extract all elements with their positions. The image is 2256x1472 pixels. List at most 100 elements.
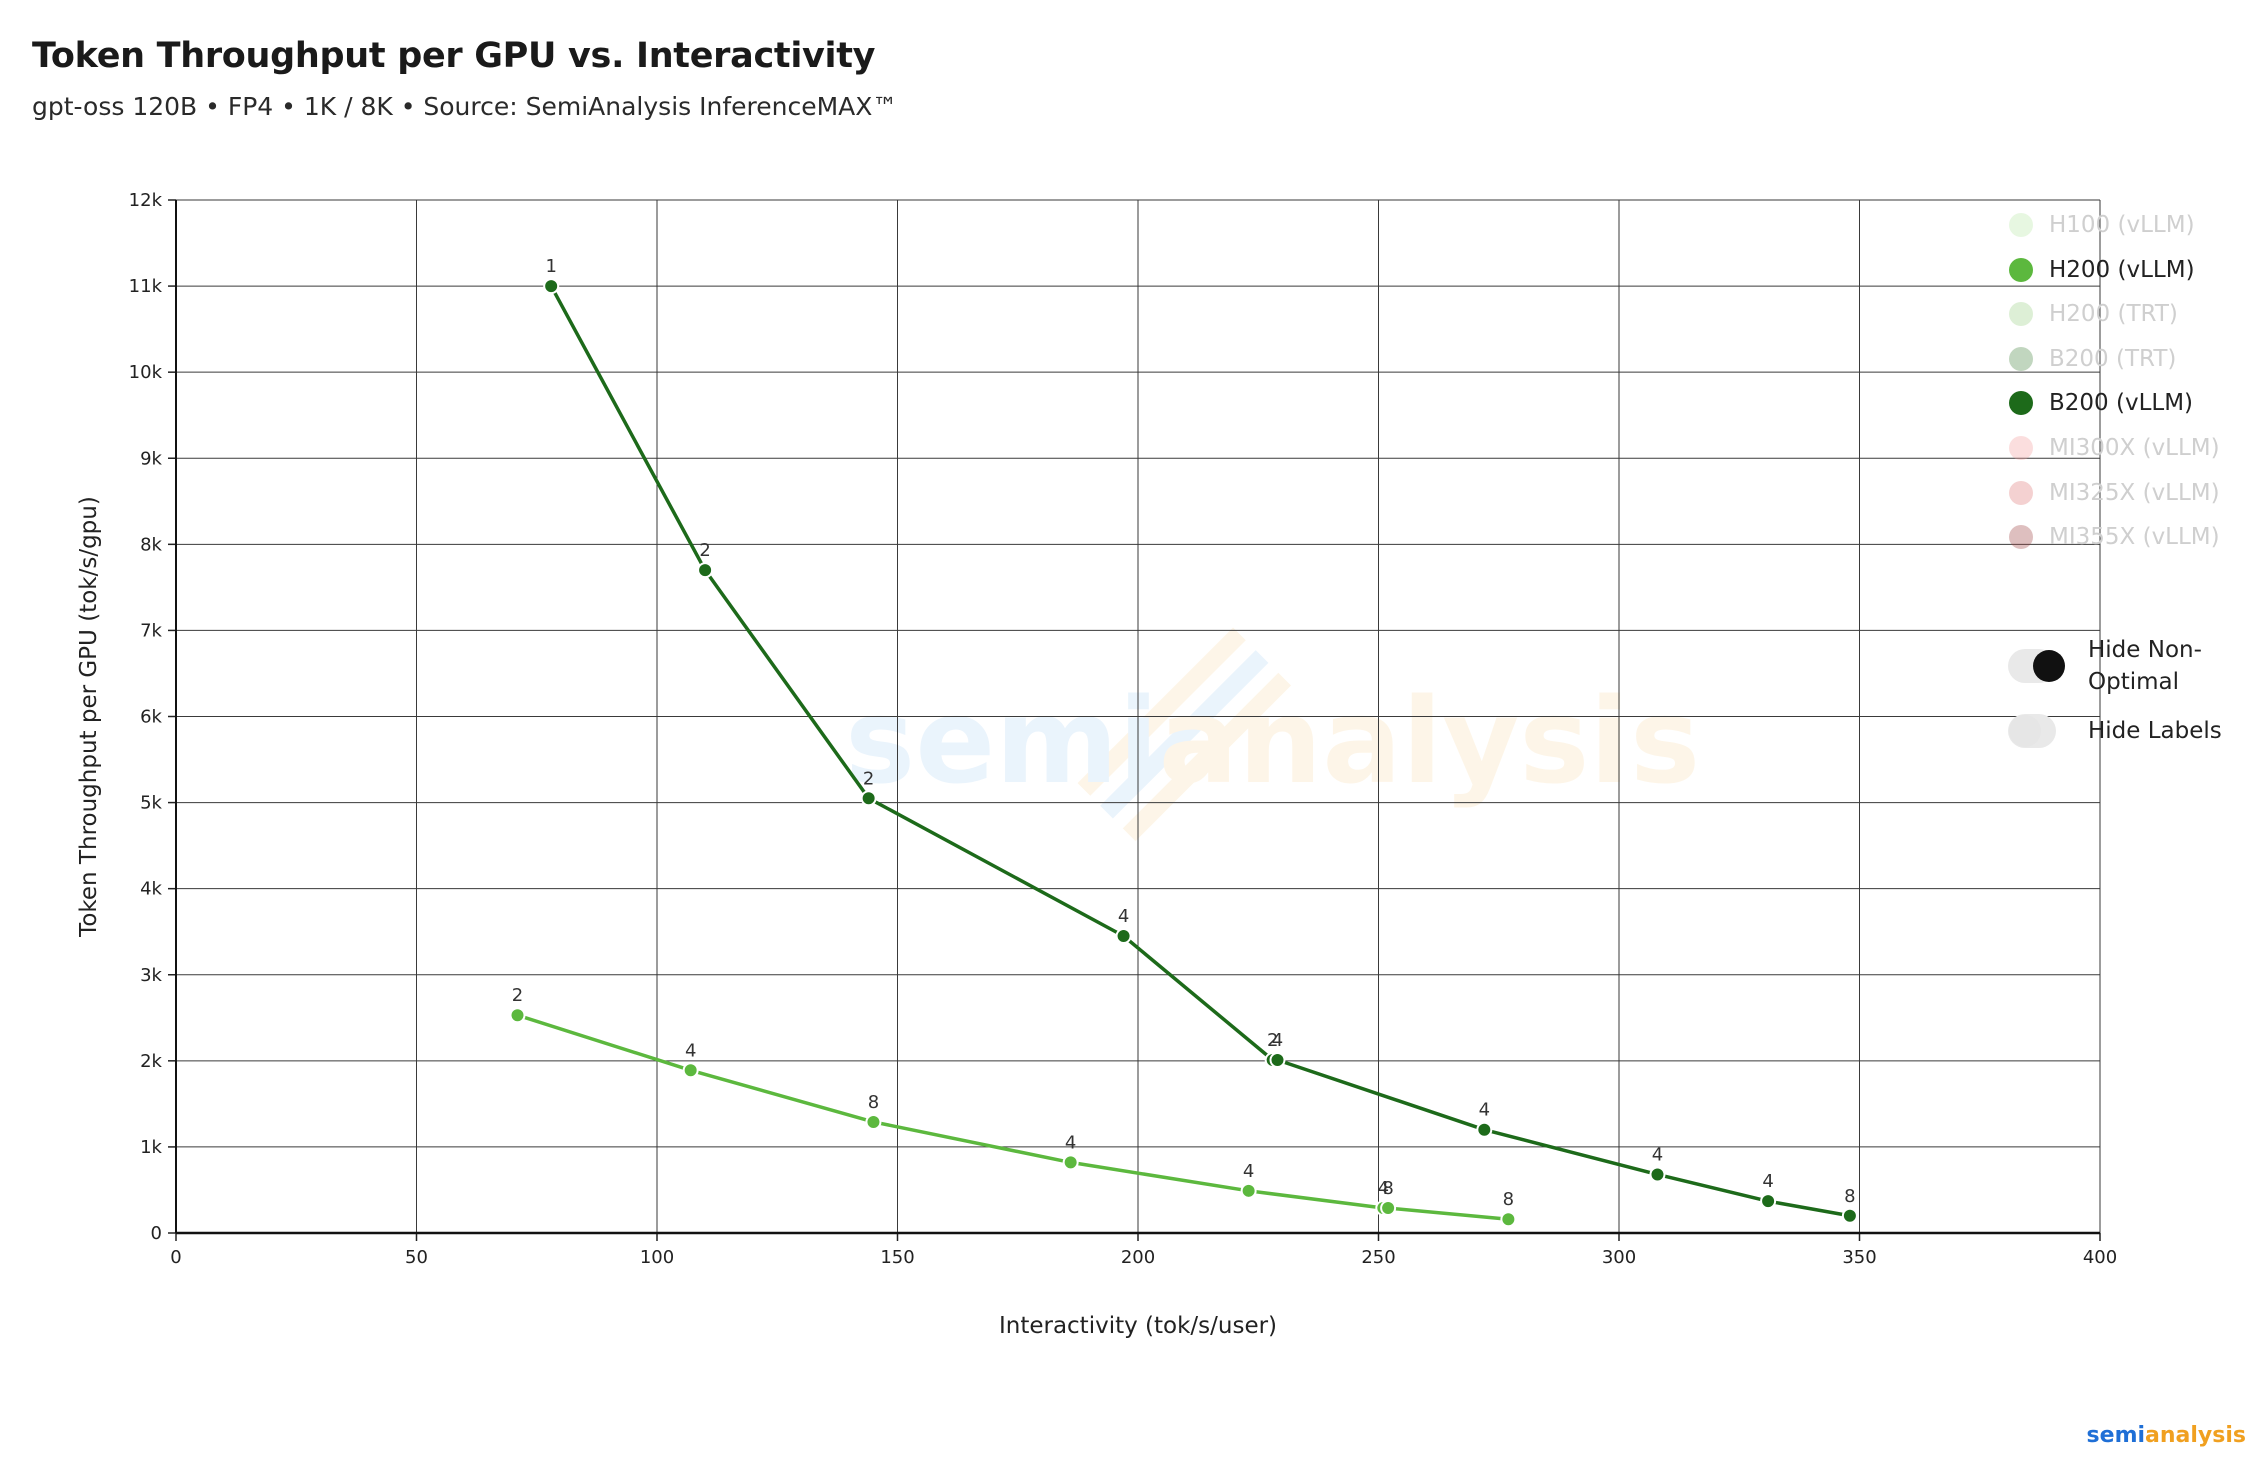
y-tick-label: 12k (129, 190, 163, 211)
data-label: 2 (512, 985, 523, 1006)
data-label: 8 (1503, 1189, 1514, 1210)
x-tick-label: 350 (1842, 1247, 1876, 1268)
toggle-knob (2009, 715, 2041, 747)
x-tick-label: 200 (1121, 1247, 1155, 1268)
chart-title: Token Throughput per GPU vs. Interactivi… (32, 36, 876, 76)
y-tick-label: 9k (140, 448, 162, 469)
data-label: 4 (1272, 1030, 1283, 1051)
y-tick-label: 10k (129, 362, 163, 383)
toggle-label: Hide Labels (2088, 718, 2222, 744)
data-label: 4 (1479, 1100, 1490, 1121)
data-label: 4 (1762, 1171, 1773, 1192)
data-point[interactable] (1649, 1166, 1666, 1183)
data-point[interactable] (682, 1062, 699, 1079)
data-point[interactable] (1476, 1121, 1493, 1138)
data-label: 2 (699, 540, 710, 561)
y-tick-label: 0 (151, 1223, 162, 1244)
legend-item[interactable]: MI355X (vLLM) (2009, 524, 2220, 550)
data-label: 4 (1118, 906, 1129, 927)
legend-item[interactable]: MI300X (vLLM) (2009, 435, 2220, 461)
svg-text:semianalysis: semianalysis (845, 672, 1700, 810)
data-point[interactable] (865, 1113, 882, 1130)
toggle-switch[interactable] (2008, 649, 2065, 683)
data-point[interactable] (1062, 1154, 1079, 1171)
data-point[interactable] (1269, 1051, 1286, 1068)
data-label: 4 (685, 1040, 696, 1061)
legend-swatch-icon (2009, 346, 2033, 371)
axes: 0 50 100 150 200 250 300 350 400 0 1k 2k 3k 4k 5k 6k 7k 8… (76, 190, 2117, 1339)
x-tick-label: 400 (2083, 1247, 2117, 1268)
data-label: 4 (1065, 1132, 1076, 1153)
legend-item[interactable]: B200 (TRT) (2009, 346, 2176, 372)
data-point[interactable] (1760, 1193, 1777, 1210)
legend-item[interactable]: H200 (vLLM) (2009, 257, 2195, 283)
y-tick-label: 3k (140, 965, 162, 986)
y-axis-label: Token Throughput per GPU (tok/s/gpu) (76, 496, 102, 938)
data-label: 2 (863, 768, 874, 789)
legend-label: B200 (vLLM) (2049, 390, 2194, 417)
toggle-hide-labels[interactable]: Hide Labels (2008, 714, 2228, 748)
y-tick-label: 8k (140, 534, 162, 555)
toggle-label: Hide Non-Optimal (2088, 637, 2202, 695)
x-tick-label: 300 (1602, 1247, 1636, 1268)
data-label: 4 (1243, 1161, 1254, 1182)
y-tick-label: 7k (140, 620, 162, 641)
y-tick-label: 6k (140, 707, 162, 728)
chart-subtitle: gpt-oss 120B • FP4 • 1K / 8K • Source: S… (32, 92, 898, 121)
data-point[interactable] (543, 278, 560, 295)
legend-swatch-icon (2009, 257, 2033, 282)
legend-swatch-icon (2009, 436, 2033, 460)
y-tick-label: 5k (140, 793, 162, 814)
data-label: 8 (1382, 1178, 1393, 1199)
y-tick-label: 2k (140, 1051, 162, 1072)
toggle-hide-non-optimal[interactable]: Hide Non-Optimal (2008, 634, 2228, 698)
watermark-logo: semianalysis (845, 627, 1700, 842)
data-point[interactable] (1380, 1200, 1397, 1217)
x-tick-label: 100 (640, 1247, 674, 1268)
data-label: 4 (1652, 1144, 1663, 1165)
legend-swatch-icon (2009, 213, 2033, 237)
watermark-part1: semi (845, 672, 1159, 810)
legend-label: MI325X (vLLM) (2049, 479, 2220, 506)
legend-item[interactable]: H100 (vLLM) (2009, 212, 2195, 238)
legend-item[interactable]: H200 (TRT) (2009, 301, 2178, 327)
legend-item[interactable]: B200 (vLLM) (2009, 390, 2193, 416)
data-point[interactable] (860, 790, 877, 807)
data-point[interactable] (1841, 1207, 1858, 1224)
toggle-switch[interactable] (2008, 714, 2056, 748)
legend-swatch-icon (2009, 525, 2033, 550)
data-label: 4 (1378, 1178, 1389, 1199)
legend-item[interactable]: MI325X (vLLM) (2009, 480, 2220, 506)
x-tick-label: 0 (170, 1247, 181, 1268)
data-label: 1 (545, 256, 556, 277)
legend-label: MI300X (vLLM) (2049, 435, 2220, 461)
x-tick-label: 250 (1361, 1247, 1395, 1268)
watermark-part2: analysis (1159, 672, 1701, 810)
series-line (516, 1013, 1509, 1221)
legend-label: H200 (TRT) (2049, 301, 2178, 328)
legend-label: H200 (vLLM) (2049, 256, 2195, 283)
y-tick-label: 4k (140, 879, 162, 900)
data-point[interactable] (1500, 1211, 1517, 1228)
grid-lines (175, 199, 2101, 1234)
legend-label: MI355X (vLLM) (2049, 524, 2220, 551)
logo-part1: semi (2086, 1423, 2146, 1448)
data-point[interactable] (1115, 928, 1132, 945)
x-axis-label: Interactivity (tok/s/user) (999, 1313, 1277, 1339)
logo-part2: analysis (2145, 1423, 2246, 1448)
y-tick-label: 1k (140, 1137, 162, 1158)
x-tick-label: 150 (880, 1247, 914, 1268)
legend-label: H100 (vLLM) (2049, 212, 2195, 238)
data-point[interactable] (509, 1007, 526, 1024)
data-point[interactable] (1240, 1182, 1257, 1199)
legend-swatch-icon (2009, 302, 2033, 327)
y-tick-label: 11k (129, 276, 163, 297)
legend-swatch-icon (2009, 391, 2033, 416)
data-point[interactable] (697, 562, 714, 579)
x-tick-label: 50 (405, 1247, 428, 1268)
data-label: 8 (868, 1092, 879, 1113)
data-label: 8 (1844, 1186, 1855, 1207)
data-label: 2 (1267, 1030, 1278, 1051)
